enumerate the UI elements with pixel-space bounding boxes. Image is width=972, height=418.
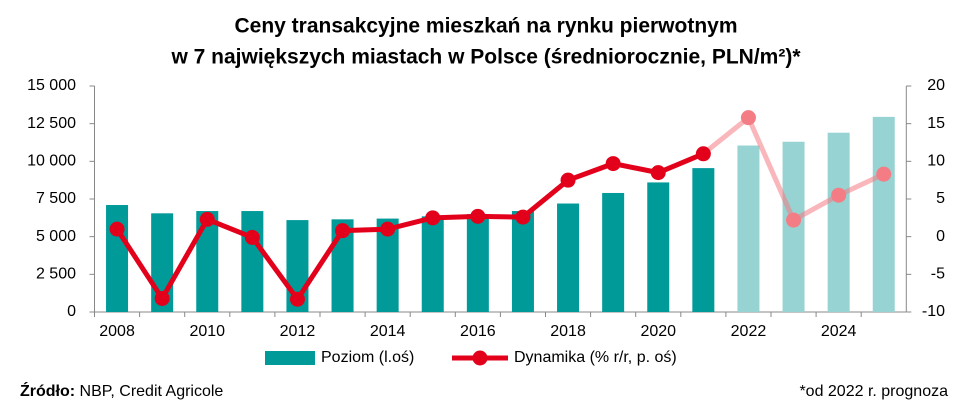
marker [199,211,215,227]
marker [831,187,847,203]
y2-tick-label: 15 [927,115,945,132]
bar [557,203,580,312]
y-tick-label: 2 500 [36,266,76,283]
y-tick-label: 15 000 [27,77,76,94]
line-segment [159,218,210,300]
marker [786,212,802,228]
chart-title: Ceny transakcyjne mieszkań na rynku pier… [234,15,737,38]
y2-tick-label: 20 [927,77,945,94]
marker [289,291,305,307]
line-segment [477,213,523,220]
x-tick-label: 2010 [189,323,225,340]
marker [109,221,125,237]
line-segment [432,213,478,221]
y2-tick-label: 0 [936,228,945,245]
marker [876,166,892,182]
bar [511,211,534,312]
x-tick-label: 2020 [640,323,676,340]
y2-tick-label: 10 [927,153,945,170]
x-tick-label: 2008 [99,323,135,340]
bar [827,132,850,312]
marker [560,172,576,188]
x-tick-label: 2024 [821,323,857,340]
marker [740,110,756,126]
x-tick-label: 2012 [280,323,316,340]
line-segment [657,151,705,175]
y-tick-label: 12 500 [27,115,76,132]
chart-title: w 7 największych miastach w Polsce (śred… [170,46,801,69]
marker [335,223,351,239]
marker [380,221,396,237]
line-segment [837,171,885,198]
line-segment [114,227,165,300]
line-segment [342,226,388,234]
bar [106,205,129,312]
line-segment [295,229,345,301]
bar [872,116,895,313]
x-tick-label: 2014 [370,323,406,340]
line-segment [206,217,254,240]
bar [602,192,625,312]
legend-swatch [265,351,315,365]
legend-label: Dynamika (% r/r, p. oś) [514,349,677,366]
legend-label: Poziom (l.oś) [321,349,414,366]
bar [737,145,760,312]
line-segment [746,116,796,222]
bar [376,218,399,312]
legend-swatch [472,350,488,366]
line-segment [521,178,570,220]
marker [650,165,666,181]
bar [196,211,219,312]
y-tick-label: 7 500 [36,190,76,207]
x-tick-label: 2016 [460,323,496,340]
source-text: NBP, Credit Agricole [80,383,224,400]
source-label: Źródło: [20,381,75,400]
line-segment [250,235,300,301]
line-segment [792,193,840,223]
y-tick-label: 0 [67,303,76,320]
source: Źródło: NBP, Credit Agricole [20,381,223,400]
line-segment [612,161,659,176]
x-tick-label: 2018 [550,323,586,340]
marker [695,146,711,162]
note: *od 2022 r. prognoza [799,383,948,400]
marker [244,229,260,245]
marker [154,290,170,306]
bar [241,211,264,312]
y2-tick-label: 5 [936,190,945,207]
line-segment [701,115,751,156]
bar [421,216,444,312]
x-tick-label: 2022 [731,323,767,340]
marker [470,208,486,224]
bar [466,214,489,312]
line-segment [567,161,615,183]
y-tick-label: 10 000 [27,153,76,170]
marker [515,209,531,225]
marker [605,156,621,172]
y2-tick-label: -5 [931,266,945,283]
line-segment [387,215,434,232]
y-tick-label: 5 000 [36,228,76,245]
bar [692,168,715,312]
marker [425,210,441,226]
bar [647,182,670,312]
y2-tick-label: -10 [922,303,945,320]
